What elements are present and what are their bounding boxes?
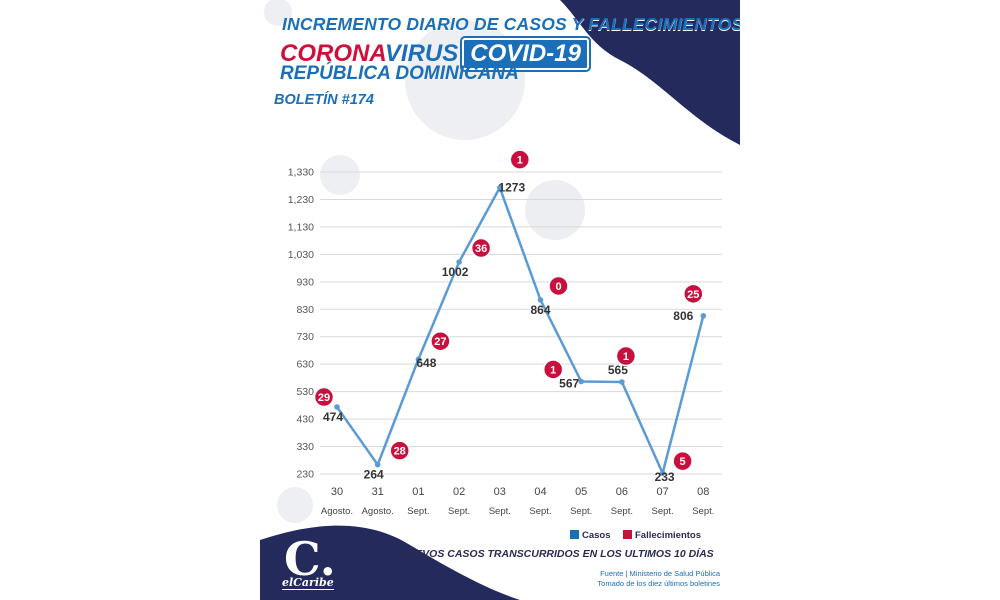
casos-value-label: 1273 — [498, 181, 525, 195]
casos-value-label: 233 — [655, 470, 675, 484]
virus-word: VIRUS — [384, 40, 459, 67]
x-tick-day: 06 — [616, 486, 628, 498]
fallecimientos-value-label: 1 — [550, 364, 556, 376]
x-tick-day: 30 — [331, 486, 343, 498]
casos-value-label: 567 — [559, 376, 579, 390]
infographic-poster: INCREMENTO DIARIO DE CASOS Y FALLECIMIEN… — [260, 0, 740, 600]
legend-casos-label: Casos — [582, 530, 611, 541]
x-tick-day: 05 — [575, 486, 587, 498]
fallecimientos-badge — [672, 450, 693, 472]
y-tick-label: 1,030 — [288, 249, 314, 261]
background-decoration — [260, 0, 740, 600]
x-tick-month: Sept. — [529, 506, 551, 517]
x-tick-month: Agosto. — [321, 506, 353, 517]
x-tick-month: Agosto. — [362, 506, 394, 517]
casos-series-line — [335, 186, 705, 475]
y-tick-label: 230 — [296, 469, 314, 481]
casos-point — [415, 356, 422, 363]
casos-point — [700, 313, 707, 319]
x-tick-month: Sept. — [611, 506, 633, 517]
y-tick-label: 930 — [296, 276, 314, 288]
casos-value-label: 565 — [608, 363, 628, 377]
fallecimientos-value-label: 0 — [555, 281, 561, 293]
casos-point — [374, 461, 381, 468]
legend-fallecimientos-label: Fallecimientos — [635, 530, 701, 541]
fallecimientos-value-label: 1 — [623, 351, 629, 363]
casos-value-label: 648 — [416, 356, 436, 370]
y-tick-label: 1,230 — [288, 194, 314, 206]
casos-point — [619, 379, 625, 385]
cases-line-chart: 2303304305306307308309301,0301,1301,2301… — [288, 149, 722, 517]
y-tick-label: 430 — [296, 414, 314, 426]
casos-value-label: 474 — [323, 410, 343, 424]
fallecimientos-badge — [509, 149, 531, 170]
x-tick-month: Sept. — [489, 506, 511, 517]
fallecimientos-badge — [389, 440, 410, 461]
y-tick-label: 330 — [296, 441, 314, 453]
y-tick-label: 730 — [296, 331, 314, 343]
bulletin-number: BOLETÍN #174 — [274, 92, 374, 108]
casos-point — [497, 184, 503, 191]
logo-text: elCaribe — [282, 576, 334, 590]
x-tick-month: Sept. — [692, 506, 714, 517]
fallecimientos-value-label: 1 — [517, 155, 523, 167]
x-tick-day: 04 — [534, 486, 546, 498]
main-title: INCREMENTO DIARIO DE CASOS Y FALLECIMIEN… — [282, 14, 740, 34]
casos-point — [456, 259, 462, 265]
source-line: Fuente | Ministerio de Salud Pública — [600, 569, 720, 578]
y-tick-label: 630 — [296, 359, 314, 371]
y-tick-label: 530 — [296, 386, 314, 398]
legend-casos: Casos — [570, 530, 611, 541]
y-tick-label: 830 — [296, 304, 314, 316]
fallecimientos-value-label: 28 — [394, 446, 406, 458]
legend-fallecimientos: Fallecimientos — [623, 530, 701, 541]
fallecimientos-badge — [683, 283, 704, 305]
legend-fallecimientos-swatch — [623, 530, 632, 539]
x-tick-month: Sept. — [448, 506, 470, 517]
x-tick-day: 01 — [412, 486, 424, 498]
source-note: Tomado de los diez últimos boletines — [597, 579, 720, 588]
x-tick-day: 31 — [372, 486, 384, 498]
y-tick-label: 1,130 — [288, 221, 314, 233]
y-tick-label: 1,330 — [288, 167, 314, 179]
fallecimientos-value-label: 5 — [680, 456, 686, 468]
x-tick-day: 07 — [656, 486, 668, 498]
fallecimientos-badge — [615, 345, 637, 367]
fallecimientos-badge — [470, 237, 492, 259]
footer-title: NUEVOS CASOS TRANSCURRIDOS EN LOS ULTIMO… — [400, 548, 714, 560]
legend-casos-swatch — [570, 530, 579, 539]
fallecimientos-badge — [430, 330, 451, 352]
casos-value-label: 806 — [673, 309, 693, 323]
navy-wave-bottom — [260, 525, 520, 600]
corona-word: CORONA — [280, 40, 385, 67]
elcaribe-logo: C. elCaribe — [282, 532, 342, 596]
covid-badge: COVID-19 — [462, 38, 589, 70]
fallecimientos-value-label: 27 — [434, 336, 446, 348]
x-tick-month: Sept. — [652, 506, 674, 517]
casos-value-label: 1002 — [442, 265, 469, 279]
fallecimientos-value-label: 25 — [687, 289, 699, 301]
fallecimientos-value-label: 36 — [475, 243, 487, 255]
navy-corner-top-right — [560, 0, 740, 145]
fallecimientos-badge — [542, 359, 564, 380]
x-tick-month: Sept. — [570, 506, 592, 517]
x-tick-day: 02 — [453, 486, 465, 498]
fallecimientos-value-label: 29 — [318, 392, 330, 404]
fallecimientos-badge — [548, 275, 569, 297]
logo-letter: C. — [284, 532, 336, 586]
fallecimientos-badge — [313, 386, 335, 408]
casos-point — [334, 404, 340, 410]
country-title: REPÚBLICA DOMINICANA — [280, 63, 519, 84]
x-tick-day: 03 — [494, 486, 506, 498]
casos-point — [659, 470, 666, 476]
x-tick-day: 08 — [697, 486, 709, 498]
casos-point — [578, 378, 584, 385]
casos-value-label: 864 — [530, 303, 550, 317]
coronavirus-title: CORONAVIRUS COVID-19 — [280, 38, 589, 70]
x-tick-month: Sept. — [407, 506, 429, 517]
casos-point — [537, 297, 544, 303]
casos-value-label: 264 — [364, 468, 384, 482]
